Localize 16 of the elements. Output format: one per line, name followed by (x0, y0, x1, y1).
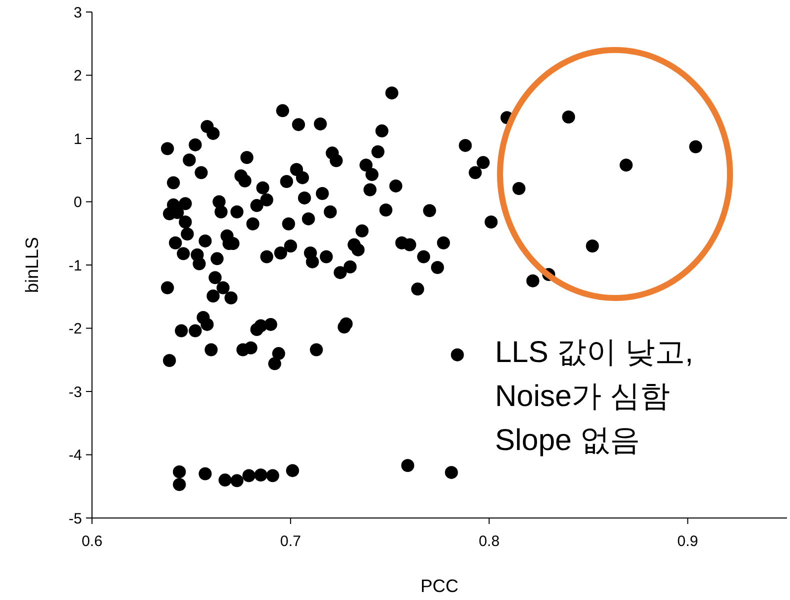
x-tick-label: 0.9 (677, 533, 698, 550)
y-tick-label: 2 (74, 68, 82, 84)
y-axis-title: binLLS (22, 236, 42, 294)
y-tick-label: -5 (68, 510, 82, 528)
y-tick-label: -4 (68, 447, 82, 464)
y-tick-label: -2 (68, 320, 82, 338)
x-tick-label: 0.6 (82, 533, 102, 550)
y-tick-label: 3 (74, 4, 82, 22)
y-tick-label: -3 (68, 384, 82, 401)
x-tick-label: 0.8 (478, 533, 500, 550)
y-tick-label: 1 (74, 130, 82, 148)
x-axis-title: PCC (420, 576, 459, 596)
y-tick-label: -1 (68, 257, 82, 274)
y-tick-label: 0 (74, 194, 82, 211)
annotation: LLS 값이 낮고, Noise가 심함 Slope 없음 (495, 336, 694, 457)
x-tick-label: 0.7 (280, 533, 301, 550)
